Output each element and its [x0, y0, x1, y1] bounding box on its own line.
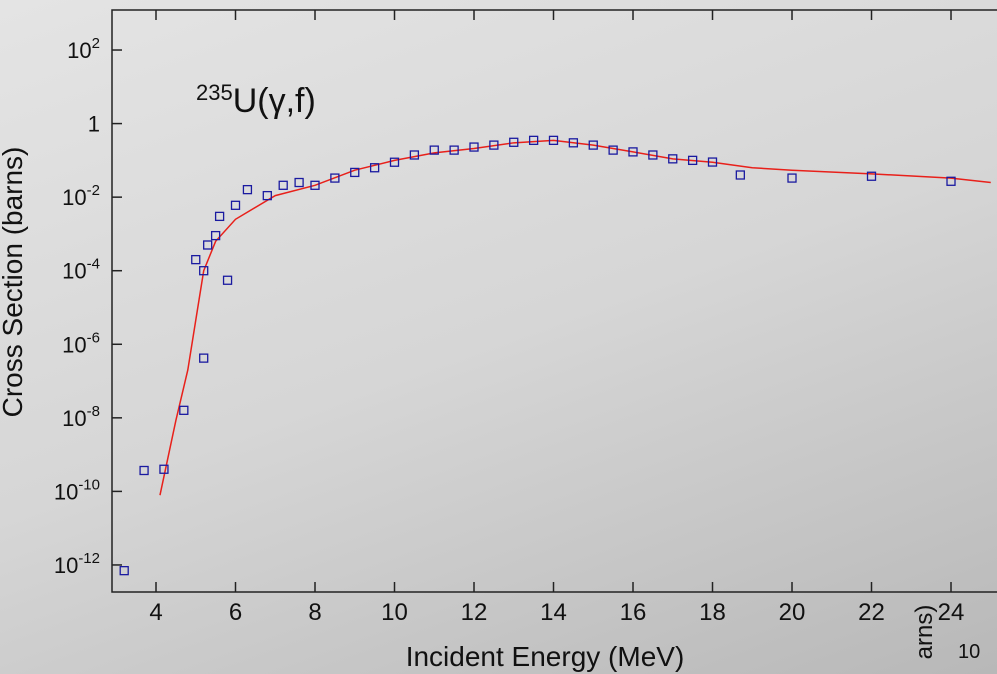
data-point — [668, 154, 678, 164]
y-tick-base: 10 — [62, 185, 86, 210]
data-point — [242, 184, 253, 195]
data-point — [528, 135, 539, 146]
data-point — [628, 147, 638, 157]
data-point — [159, 464, 169, 474]
data-point — [509, 137, 519, 147]
fragment-text: 10 — [958, 641, 980, 663]
y-tick-exponent: -10 — [78, 476, 100, 493]
annotation-superscript: 235 — [196, 80, 233, 105]
y-tick-base: 10 — [54, 479, 78, 504]
data-point — [707, 157, 718, 167]
data-point — [203, 240, 213, 250]
x-tick-label: 4 — [149, 599, 162, 626]
y-tick-exponent: -6 — [87, 329, 100, 346]
data-point — [139, 465, 149, 476]
data-point — [278, 180, 288, 190]
data-point — [648, 150, 658, 160]
data-point — [179, 405, 189, 415]
data-point — [687, 155, 698, 166]
y-axis-label: Cross Section (barns) — [0, 147, 28, 418]
x-tick-label: 20 — [779, 599, 806, 626]
data-point — [389, 157, 400, 167]
x-tick-label: 8 — [308, 599, 321, 626]
x-tick-label: 10 — [381, 599, 408, 626]
data-point — [548, 135, 559, 146]
y-tick-exponent: -8 — [87, 403, 100, 420]
data-point — [469, 142, 479, 152]
plot-area — [119, 135, 991, 576]
x-axis-label: Incident Energy (MeV) — [406, 641, 685, 672]
data-point — [588, 140, 598, 150]
x-tick-label: 24 — [938, 599, 965, 626]
y-tick-label: 10-8 — [62, 403, 100, 431]
data-point — [262, 190, 272, 201]
x-tick-label: 18 — [699, 599, 726, 626]
data-point — [310, 180, 320, 190]
data-point — [787, 173, 797, 183]
data-point — [119, 566, 129, 576]
x-tick-label: 14 — [540, 599, 567, 626]
data-point — [429, 145, 439, 155]
y-tick-label: 10-4 — [62, 256, 100, 284]
y-tick-exponent: -4 — [87, 256, 100, 273]
data-point — [449, 145, 459, 155]
data-point — [199, 266, 209, 276]
y-tick-label: 10-10 — [54, 476, 100, 504]
data-point — [294, 177, 304, 188]
data-point — [222, 275, 233, 285]
x-tick-label: 6 — [229, 599, 242, 626]
data-point — [230, 200, 241, 210]
y-tick-exponent: 2 — [92, 35, 100, 52]
data-point — [946, 176, 956, 186]
y-tick-base: 10 — [62, 406, 86, 431]
data-point — [489, 140, 499, 150]
y-tick-label: 1 — [88, 112, 100, 137]
y-tick-label: 10-6 — [62, 329, 100, 357]
data-point — [735, 170, 745, 180]
data-point — [409, 150, 420, 160]
data-point — [369, 163, 380, 173]
y-tick-base: 10 — [67, 38, 91, 63]
y-tick-label: 102 — [67, 35, 100, 63]
y-tick-base: 10 — [62, 259, 86, 284]
y-tick-base: 10 — [54, 553, 78, 578]
data-point — [191, 254, 201, 265]
data-point — [568, 138, 579, 148]
data-point — [330, 173, 340, 183]
y-tick-label: 10-2 — [62, 182, 100, 210]
y-tick-exponent: -2 — [87, 182, 100, 199]
y-tick-base: 10 — [62, 332, 86, 357]
data-point — [866, 171, 877, 181]
x-tick-label: 12 — [461, 599, 488, 626]
data-point — [608, 145, 618, 155]
data-point — [210, 230, 221, 241]
fragment-text: arns) — [911, 605, 938, 660]
annotation-text: U(γ,f) — [233, 82, 316, 120]
data-point — [350, 167, 360, 178]
data-point — [199, 353, 209, 363]
x-tick-label: 16 — [620, 599, 647, 626]
evaluation-line — [159, 139, 991, 496]
y-tick-label: 10-12 — [54, 550, 100, 578]
x-tick-label: 22 — [858, 599, 885, 626]
plot-frame — [111, 9, 997, 593]
data-point — [214, 211, 225, 222]
annotation: 235U(γ,f) — [196, 80, 316, 120]
y-tick-exponent: -12 — [78, 550, 100, 567]
